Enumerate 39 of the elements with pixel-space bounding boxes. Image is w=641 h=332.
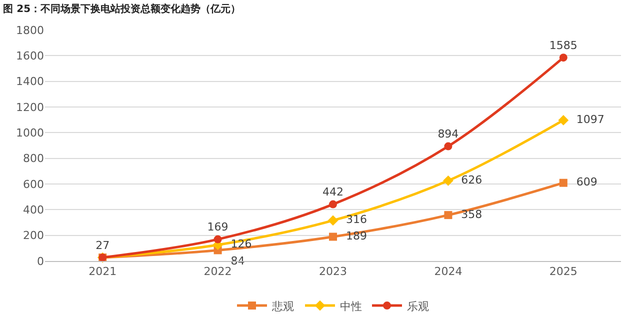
point [444, 142, 452, 150]
data-label: 1097 [569, 112, 604, 126]
point [558, 115, 569, 126]
data-label: 1585 [549, 38, 578, 52]
chart-title: 图 25：不同场景下换电站投资总额变化趋势（亿元） [3, 2, 241, 15]
y-tick-label: 1800 [16, 24, 44, 37]
data-label: 358 [454, 208, 482, 221]
x-tick-label: 2022 [204, 265, 232, 278]
point [444, 211, 452, 220]
data-label: 316 [339, 213, 367, 226]
legend-label: 中性 [340, 300, 362, 313]
point [559, 178, 568, 187]
x-tick-label: 2023 [319, 265, 347, 278]
data-label: 442 [322, 186, 344, 199]
data-label: 609 [569, 176, 598, 189]
data-label: 626 [454, 173, 482, 186]
point [329, 200, 337, 208]
y-tick-label: 1600 [16, 50, 44, 63]
point [328, 215, 338, 226]
point [214, 235, 222, 244]
x-tick-label: 2024 [434, 265, 462, 278]
x-tick-label: 2021 [88, 265, 117, 278]
y-tick-label: 200 [23, 229, 44, 242]
y-tick-label: 1000 [16, 126, 44, 140]
data-label: 169 [207, 220, 228, 234]
y-tick-label: 1400 [16, 75, 44, 88]
data-label: 27 [96, 238, 110, 252]
point [443, 175, 454, 186]
point [329, 232, 337, 241]
y-tick-label: 0 [37, 254, 44, 268]
data-label: 894 [438, 128, 459, 141]
x-tick-label: 2025 [549, 265, 578, 278]
y-tick-label: 1200 [16, 100, 44, 114]
y-tick-label: 400 [23, 204, 44, 217]
legend-label: 乐观 [407, 300, 429, 313]
y-tick-label: 600 [23, 178, 44, 191]
point [559, 54, 568, 62]
legend-label: 悲观 [271, 300, 294, 313]
y-tick-label: 800 [23, 152, 44, 166]
